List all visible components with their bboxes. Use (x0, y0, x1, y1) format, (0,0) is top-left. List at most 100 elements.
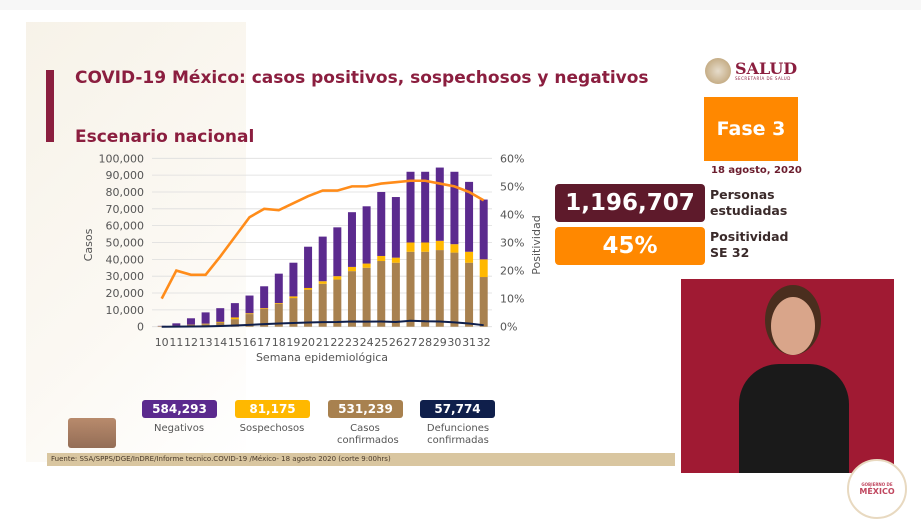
x-tick-label: 21 (316, 336, 330, 349)
legend-negativos-label: Negativos (153, 423, 205, 434)
studied-label-1: Personas (710, 187, 775, 202)
bar-segment (406, 251, 415, 327)
bar-segment (216, 308, 225, 322)
x-tick-label: 22 (330, 336, 344, 349)
bar-segment (391, 197, 400, 258)
bar-segment (421, 171, 430, 243)
bar-segment (274, 303, 283, 304)
x-tick-label: 17 (257, 336, 271, 349)
background-pattern (26, 22, 246, 462)
bar-segment (230, 319, 239, 327)
bar-segment (421, 242, 430, 252)
legend-confirmados-value: 531,239 (328, 400, 403, 418)
gobierno-mexico-logo: GOBIERNO DE MÉXICO (847, 459, 907, 519)
y2-tick-label: 30% (500, 237, 524, 250)
bar-segment (230, 303, 239, 318)
gob-logo-text: MÉXICO (859, 487, 895, 496)
bar-segment (304, 246, 313, 288)
legend-negativos-value: 584,293 (142, 400, 217, 418)
bar-segment (245, 295, 254, 314)
bar-segment (377, 191, 386, 256)
y-tick-label: 50,000 (106, 237, 145, 250)
bar-segment (289, 298, 298, 327)
bar-segment (362, 206, 371, 264)
x-tick-label: 27 (404, 336, 418, 349)
y-tick-label: 70,000 (106, 203, 145, 216)
y2-tick-label: 10% (500, 293, 524, 306)
x-tick-label: 20 (301, 336, 315, 349)
slide: COVID-19 México: casos positivos, sospec… (0, 10, 921, 530)
x-axis-label: Semana epidemiológica (256, 351, 388, 364)
bar-segment (435, 167, 444, 241)
bar-segment (318, 283, 327, 327)
y-tick-label: 60,000 (106, 220, 145, 233)
bar-segment (274, 273, 283, 304)
positivity-line (160, 179, 485, 300)
bar-segment (406, 171, 415, 243)
y2-tick-label: 0% (500, 321, 517, 334)
bar-segment (245, 313, 254, 315)
legend-defunciones-value: 57,774 (420, 400, 495, 418)
positivity-label-2: SE 32 (710, 245, 750, 260)
bar-segment (304, 289, 313, 327)
date-label: 18 agosto, 2020 (711, 165, 802, 176)
y-tick-label: 80,000 (106, 186, 145, 199)
bar-segment (304, 287, 313, 290)
logo-subtext: SECRETARÍA DE SALUD (735, 76, 791, 81)
x-tick-label: 12 (184, 336, 198, 349)
bar-segment (333, 227, 342, 277)
bar-segment (347, 266, 356, 272)
x-tick-label: 10 (155, 336, 169, 349)
y2-tick-label: 20% (500, 265, 524, 278)
interpreter-head (771, 297, 815, 355)
positivity-value: 45% (555, 227, 705, 265)
x-tick-label: 15 (228, 336, 242, 349)
studied-label-2: estudiadas (710, 203, 788, 218)
legend-sospechosos-label: Sospechosos (239, 423, 305, 434)
bar-segment (435, 250, 444, 327)
sign-language-interpreter-video (681, 279, 894, 473)
x-tick-label: 18 (272, 336, 286, 349)
bar-segment (479, 259, 488, 278)
bar-segment (479, 277, 488, 327)
x-tick-label: 26 (389, 336, 403, 349)
y2-axis-label: Positividad (530, 215, 540, 274)
bar-segment (245, 314, 254, 327)
legend-confirmados-label: Casos confirmados (337, 423, 399, 446)
x-tick-label: 11 (169, 336, 183, 349)
bar-segment (362, 263, 371, 268)
bar-segment (479, 199, 488, 260)
title-accent-bar (46, 70, 54, 142)
bar-segment (465, 262, 474, 327)
y-tick-label: 100,000 (99, 152, 145, 165)
x-tick-label: 16 (243, 336, 257, 349)
positivity-label-1: Positividad (710, 229, 789, 244)
bar-segment (347, 212, 356, 267)
legend-sospechosos-value: 81,175 (235, 400, 310, 418)
y2-tick-label: 50% (500, 180, 524, 193)
y2-tick-label: 40% (500, 208, 524, 221)
bar-segment (347, 271, 356, 327)
bar-segment (318, 281, 327, 284)
bar-segment (450, 244, 459, 253)
bar-segment (333, 279, 342, 327)
bar-segment (450, 252, 459, 327)
y2-tick-label: 60% (500, 152, 524, 165)
heroes-logo (68, 418, 116, 448)
bar-segment (435, 240, 444, 251)
bar-segment (260, 309, 269, 327)
positivity-label: Positividad SE 32 (710, 229, 789, 261)
y-tick-label: 30,000 (106, 270, 145, 283)
x-tick-label: 24 (360, 336, 374, 349)
y-tick-label: 0 (137, 321, 144, 334)
bar-segment (172, 323, 181, 326)
y-tick-label: 10,000 (106, 304, 145, 317)
bar-segment (377, 261, 386, 327)
x-tick-label: 29 (433, 336, 447, 349)
bar-segment (377, 255, 386, 262)
bar-segment (230, 317, 239, 320)
deaths-line (161, 319, 484, 328)
bar-segment (274, 303, 283, 327)
gob-logo-subtext: GOBIERNO DE (861, 482, 893, 487)
bar-segment (465, 181, 474, 252)
